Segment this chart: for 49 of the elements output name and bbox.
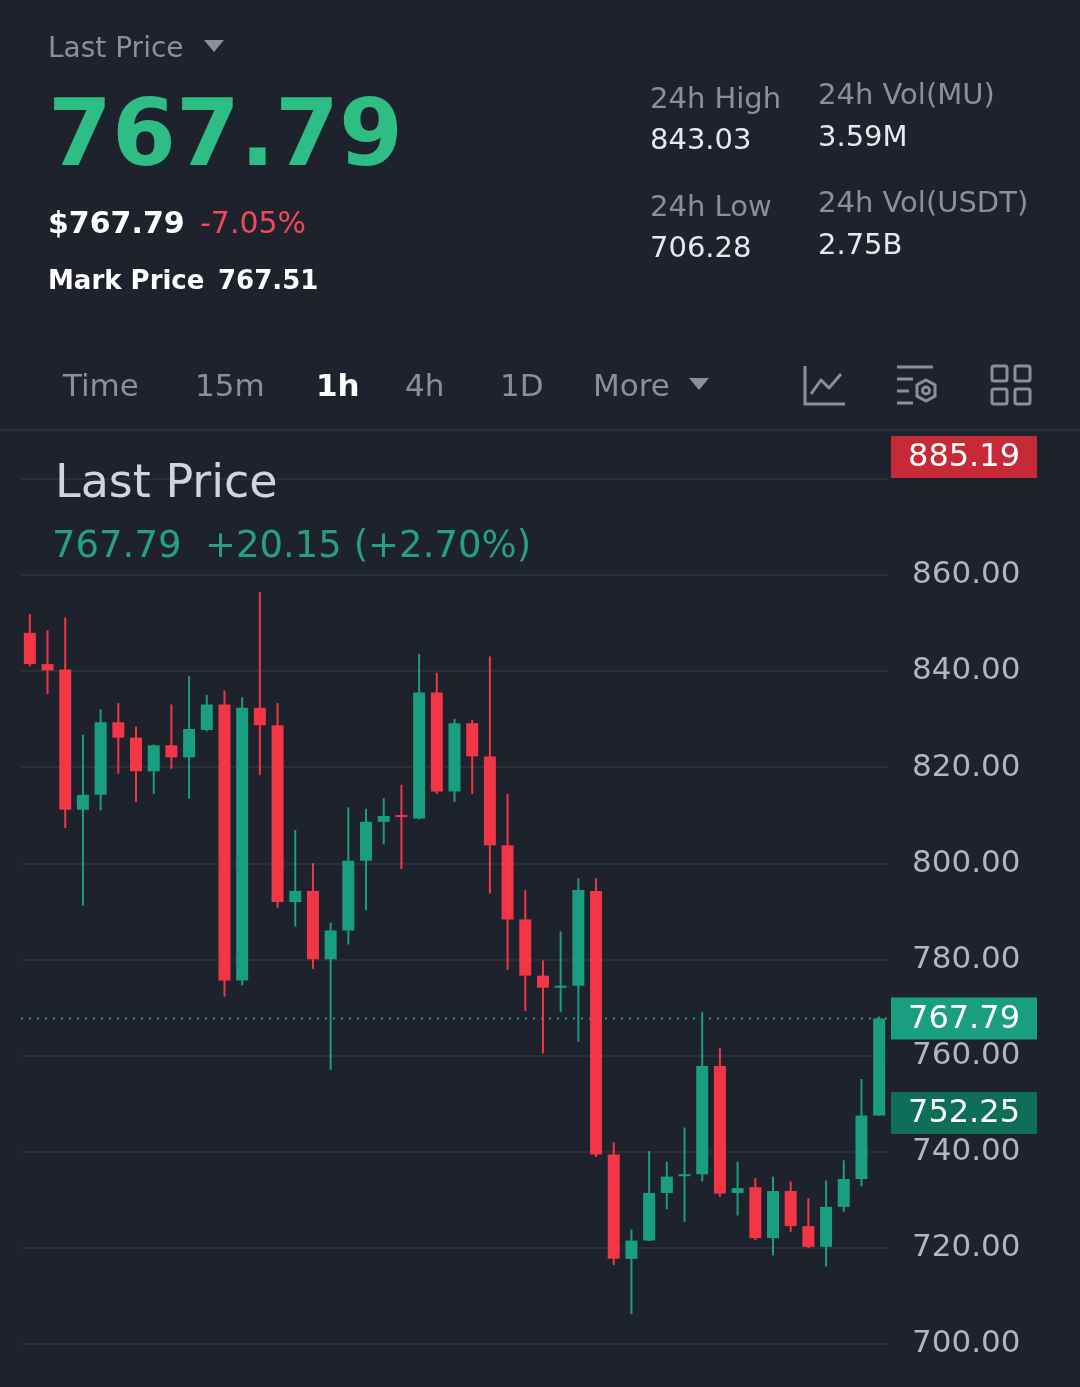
candlestick: [289, 828, 302, 928]
text: 767.51: [218, 265, 319, 295]
y-tick-label: 700.00: [912, 1323, 1021, 1360]
text: 2.75B: [818, 227, 903, 261]
candlestick: [660, 1160, 673, 1211]
candlestick: [41, 629, 54, 695]
text: 15m: [195, 367, 265, 403]
y-tick-label: 720.00: [912, 1227, 1021, 1264]
candlestick: [802, 1197, 815, 1250]
text: More: [593, 367, 670, 403]
text: 24h Vol(MU): [818, 77, 995, 111]
y-tick-label: 860.00: [912, 554, 1021, 591]
ref-line-label: 767.79: [908, 997, 1020, 1036]
y-tick-label: 800.00: [912, 842, 1021, 879]
text: 885.19: [908, 436, 1020, 475]
candlestick: [678, 1126, 691, 1223]
y-tick-label: 820.00: [912, 746, 1021, 783]
candlestick: [165, 703, 178, 770]
candlestick: [395, 783, 408, 870]
text: 767.79: [48, 80, 404, 187]
text: 3.59M: [818, 119, 908, 153]
chart-title: Last Price: [55, 454, 278, 508]
candlestick: [536, 959, 549, 1055]
candlestick: [554, 930, 567, 1014]
text: 24h High: [650, 81, 782, 115]
text: 767.79 +20.15 (+2.70%): [52, 523, 532, 566]
text: 24h Vol(USDT): [818, 185, 1029, 219]
text: 706.28: [650, 230, 752, 264]
text: 1D: [500, 367, 544, 403]
text: -7.05%: [200, 205, 307, 240]
text: 4h: [405, 367, 445, 403]
text: 1h: [316, 367, 360, 403]
candlestick: [76, 733, 89, 907]
y-tick-label: 840.00: [912, 650, 1021, 687]
candlestick: [253, 590, 266, 777]
y-tick-label: 780.00: [912, 938, 1021, 975]
candlestick: [112, 702, 125, 775]
candlestick: [377, 797, 390, 846]
text: Mark Price: [48, 265, 205, 295]
text: Time: [63, 367, 139, 403]
text: 843.03: [650, 122, 752, 156]
candlestick: [731, 1160, 744, 1217]
y-tick-label: 740.00: [912, 1131, 1021, 1168]
y-tick-label: 760.00: [912, 1034, 1021, 1071]
text: 752.25: [908, 1092, 1020, 1131]
text: 24h Low: [650, 189, 772, 223]
candlestick: [625, 1228, 638, 1316]
text: $767.79: [48, 205, 185, 240]
text: Last Price: [48, 31, 184, 64]
